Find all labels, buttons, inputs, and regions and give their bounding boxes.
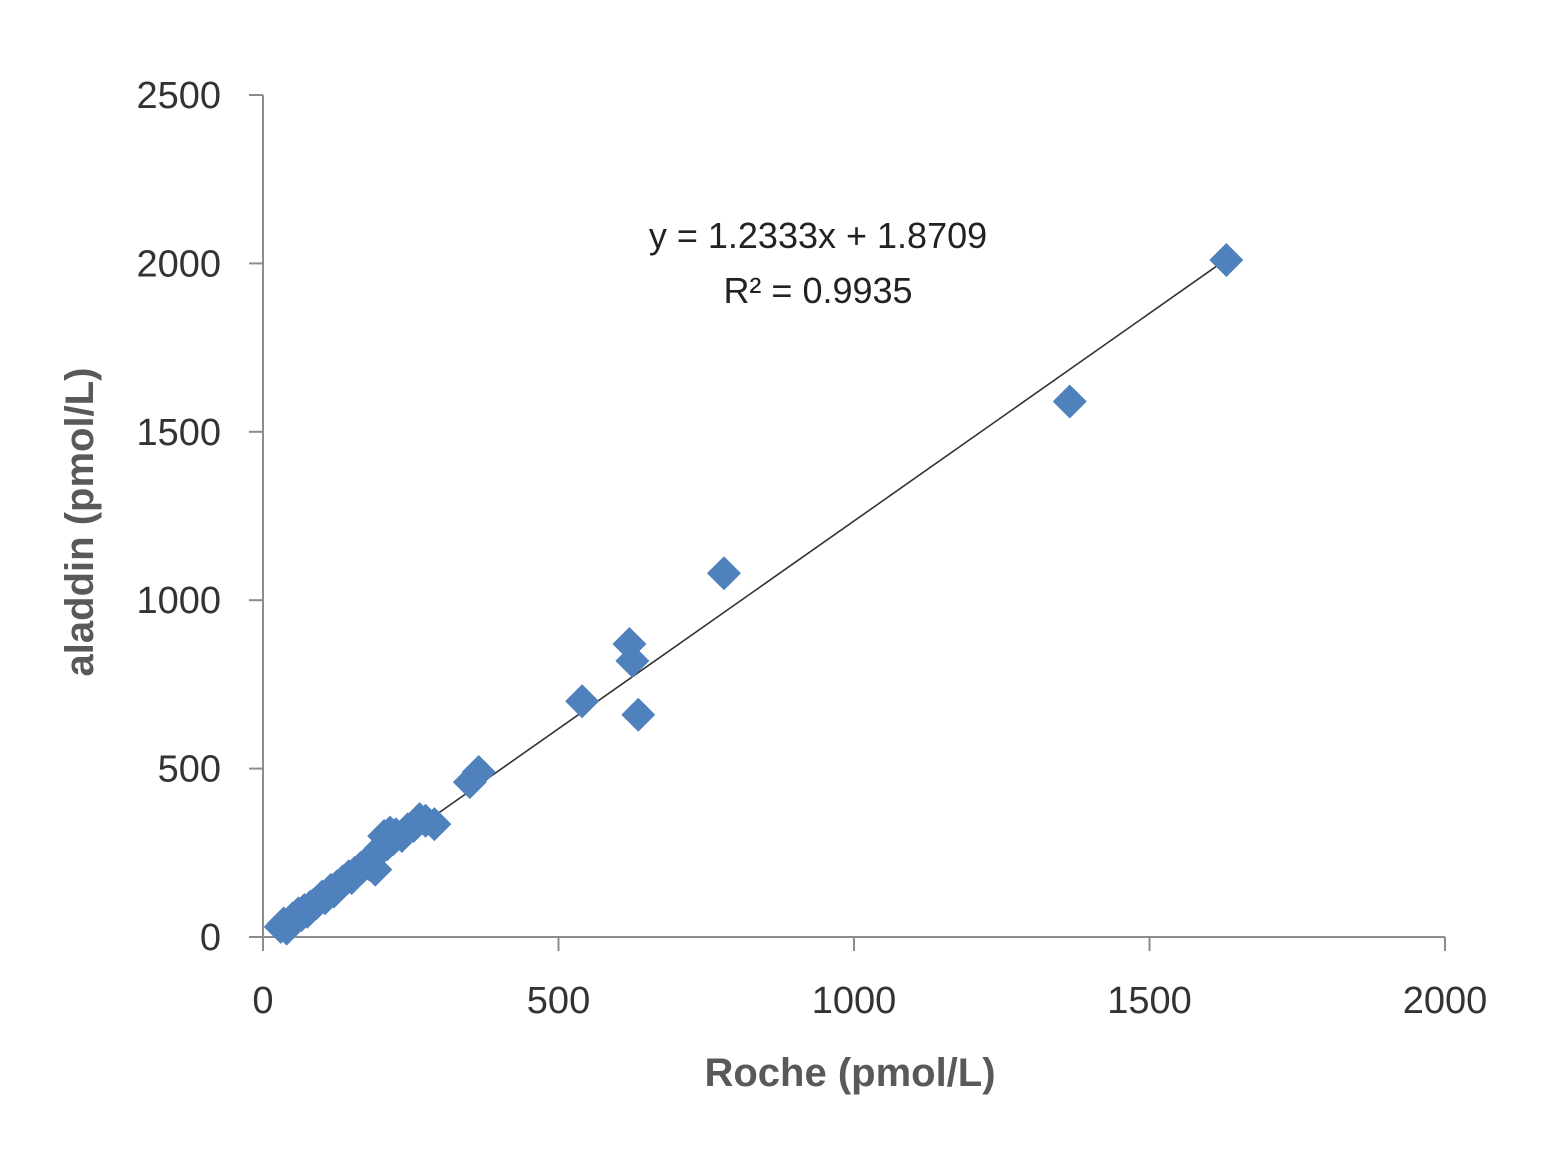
y-tick-label: 1500 <box>136 412 221 454</box>
y-tick-label: 2500 <box>136 75 221 117</box>
r-squared-label: R² = 0.9935 <box>723 270 912 311</box>
y-tick-label: 1000 <box>136 580 221 622</box>
y-tick-label: 0 <box>200 917 221 959</box>
data-point <box>461 754 496 789</box>
axes <box>249 94 1446 951</box>
data-point <box>417 807 452 842</box>
y-axis-title: aladdin (pmol/L) <box>58 368 102 677</box>
trendline-equation: y = 1.2333x + 1.8709 <box>649 215 987 256</box>
x-axis-title: Roche (pmol/L) <box>704 1051 995 1095</box>
y-tick-label: 2000 <box>136 243 221 285</box>
trendline-group <box>283 258 1227 923</box>
data-point <box>621 697 656 732</box>
x-tick-label: 1000 <box>812 980 897 1022</box>
data-point <box>615 643 650 678</box>
trendline <box>283 258 1227 923</box>
data-point <box>1209 243 1244 278</box>
tick-labels: 0 500 1000 1500 2000 2500 0 500 1000 1500 2000 <box>136 75 1487 1022</box>
data-points <box>263 243 1244 946</box>
data-point <box>565 684 600 719</box>
x-tick-label: 1500 <box>1107 980 1192 1022</box>
x-tick-label: 0 <box>252 980 273 1022</box>
x-tick-label: 2000 <box>1403 980 1488 1022</box>
x-tick-label: 500 <box>527 980 590 1022</box>
data-point <box>706 556 741 591</box>
data-point <box>1052 384 1087 419</box>
y-tick-label: 500 <box>158 749 221 791</box>
